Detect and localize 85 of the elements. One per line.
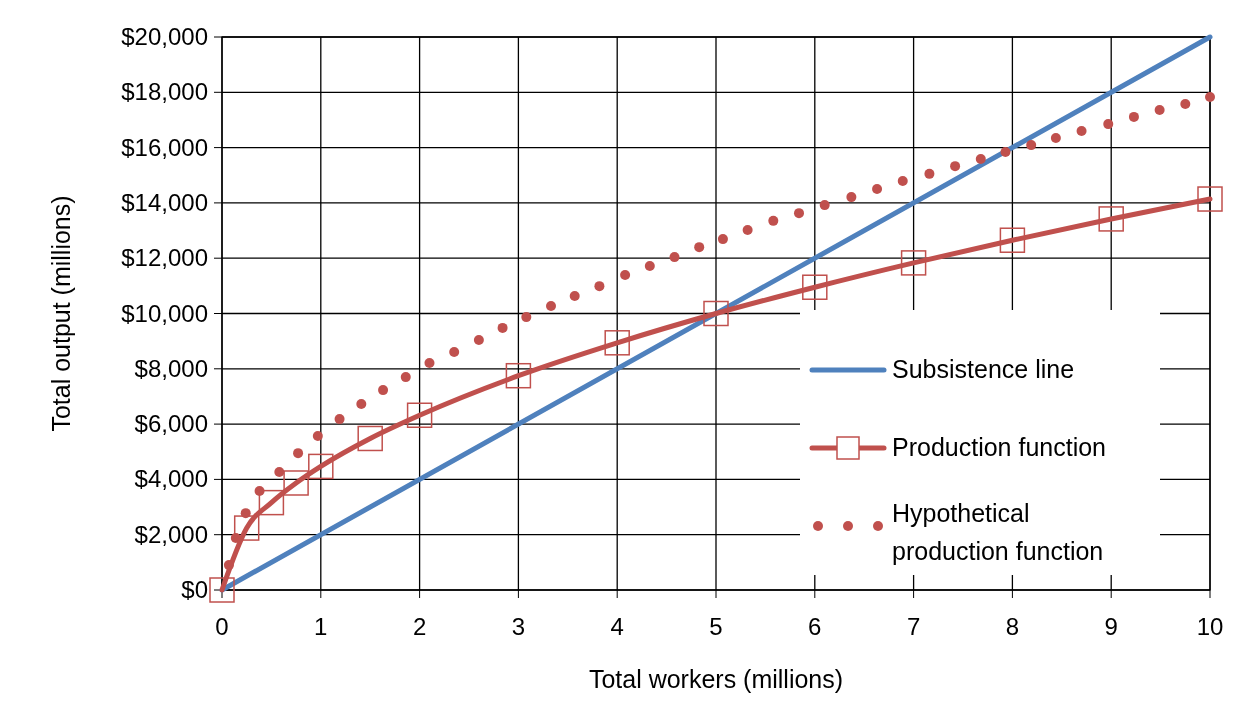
point: [604, 330, 630, 356]
point: [258, 489, 285, 516]
y-tick-label: $8,000: [134, 354, 208, 382]
point: [240, 508, 251, 519]
point: [400, 372, 411, 383]
y-tick-label: $10,000: [121, 299, 208, 327]
point: [312, 430, 323, 441]
point: [521, 312, 532, 323]
y-axis-title: Total output (millions): [47, 195, 75, 432]
point: [497, 322, 508, 333]
point: [283, 470, 309, 496]
point: [569, 291, 580, 302]
y-tick-label: $4,000: [134, 465, 208, 493]
x-tick-label: 0: [215, 613, 229, 640]
point: [703, 300, 729, 327]
point: [406, 402, 433, 428]
point: [793, 208, 804, 219]
point: [897, 176, 908, 187]
point: [594, 281, 605, 292]
point: [449, 346, 460, 357]
point: [1076, 126, 1087, 137]
x-tick-label: 1: [314, 613, 328, 640]
x-tick-label: 5: [709, 613, 723, 640]
point: [742, 225, 753, 235]
y-tick-label: $6,000: [134, 410, 208, 438]
point: [846, 192, 857, 203]
point: [1000, 147, 1011, 158]
point: [274, 466, 285, 477]
point: [950, 161, 961, 172]
point: [1180, 98, 1191, 109]
point: [975, 153, 986, 164]
y-tick-label: $0: [181, 576, 208, 603]
legend-label: Hypothetical production function: [892, 499, 1104, 565]
point: [872, 184, 883, 195]
point: [644, 260, 655, 271]
x-tick-label: 7: [906, 613, 921, 640]
point: [293, 448, 304, 459]
x-tick-label: 4: [610, 613, 624, 640]
y-tick-label: $14,000: [121, 188, 208, 216]
point: [1128, 111, 1139, 122]
point: [669, 252, 680, 263]
x-tick-label: 8: [1005, 613, 1020, 640]
x-tick-label: 10: [1196, 613, 1224, 640]
point: [1154, 105, 1165, 115]
point: [1050, 132, 1061, 143]
point: [308, 453, 334, 480]
x-tick-label: 6: [808, 613, 822, 640]
point: [620, 270, 631, 281]
point: [717, 234, 728, 245]
point: [1103, 119, 1114, 130]
point: [1205, 92, 1215, 102]
y-tick-label: $16,000: [121, 133, 208, 161]
point: [233, 515, 260, 541]
x-axis-title: Total workers (millions): [588, 665, 844, 693]
y-tick-label: $18,000: [121, 78, 208, 106]
x-tick-label: 3: [511, 613, 526, 640]
y-tick-label: $12,000: [121, 244, 208, 272]
point: [1098, 206, 1124, 232]
x-tick-label: 9: [1104, 613, 1118, 640]
legend-label: Production function: [892, 433, 1107, 461]
point: [424, 357, 435, 368]
y-tick-label: $2,000: [134, 520, 208, 548]
point: [223, 560, 234, 571]
point: [1026, 140, 1037, 151]
point: [254, 486, 265, 497]
point: [768, 215, 779, 226]
point: [819, 200, 830, 211]
y-tick-label: $20,000: [121, 23, 208, 50]
point: [900, 250, 927, 276]
x-tick-label: 2: [412, 613, 427, 640]
point: [999, 227, 1026, 253]
legend-label: Subsistence line: [892, 355, 1075, 383]
point: [209, 577, 235, 603]
point: [802, 274, 828, 300]
point: [230, 533, 241, 544]
point: [546, 301, 556, 312]
point: [334, 414, 345, 425]
point: [473, 335, 484, 346]
point: [694, 242, 705, 253]
point: [1197, 186, 1223, 212]
point: [378, 385, 389, 396]
point: [356, 398, 367, 409]
point: [357, 425, 383, 452]
point: [924, 168, 935, 179]
point: [505, 362, 532, 389]
